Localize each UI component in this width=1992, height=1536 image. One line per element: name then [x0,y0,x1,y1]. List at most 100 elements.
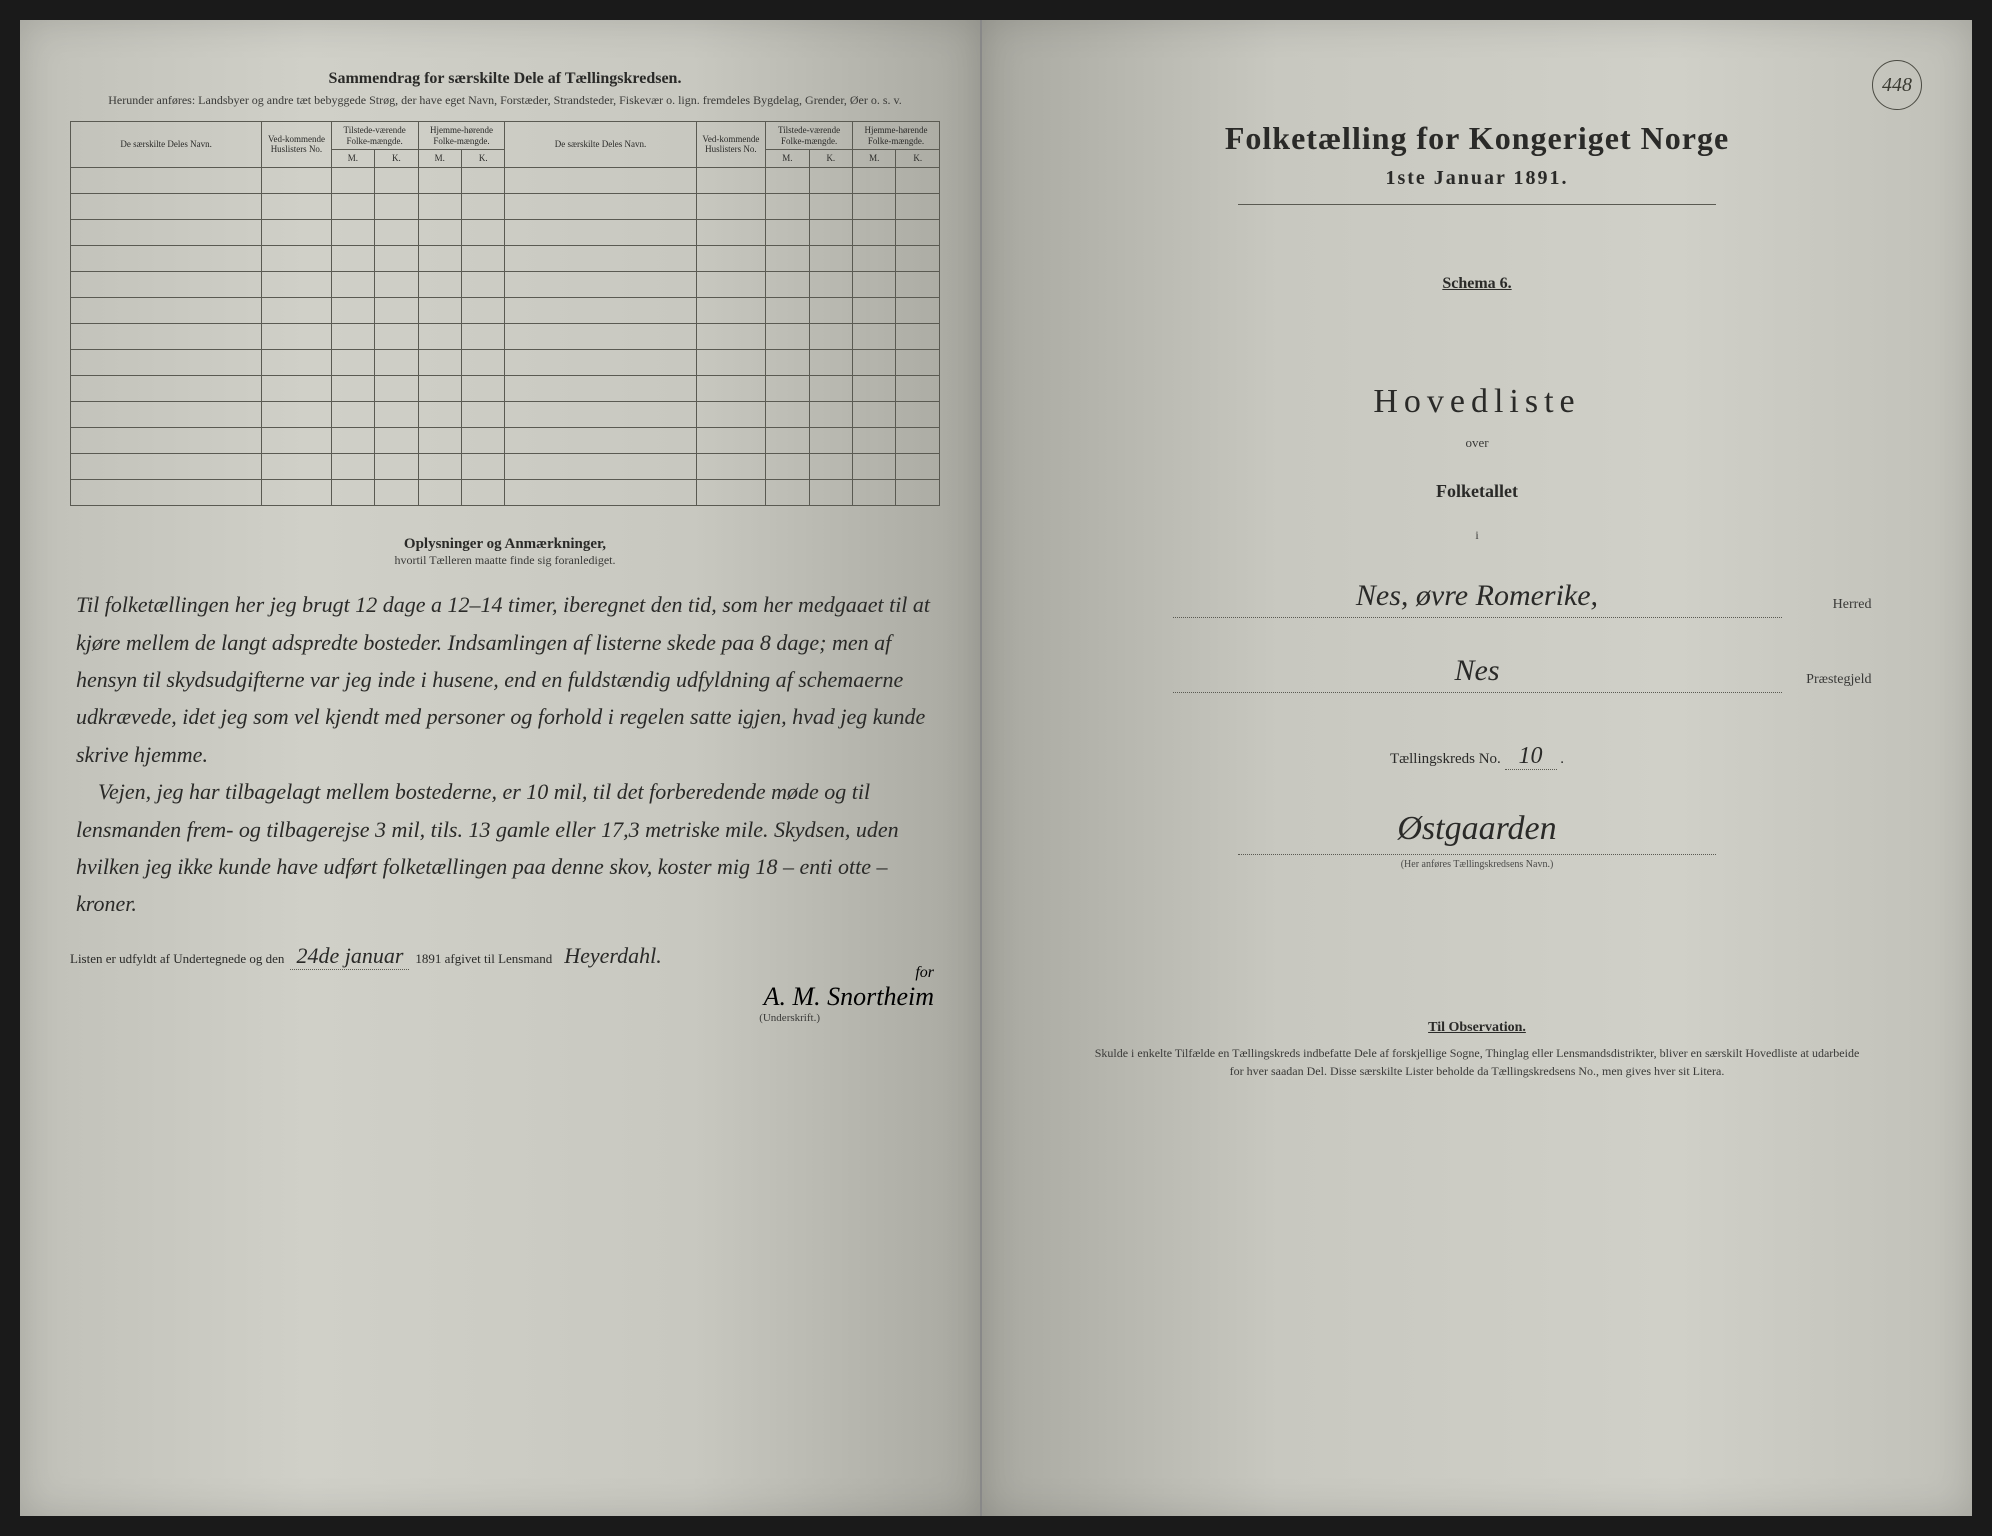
table-cell [896,194,940,220]
kredsname-line: Østgaarden [1238,810,1717,855]
table-cell [331,428,374,454]
table-row [71,428,940,454]
table-cell [262,454,332,480]
th-hjemme-1: Hjemme-hørende Folke-mængde. [418,121,505,150]
table-cell [462,194,505,220]
table-cell [809,376,852,402]
table-cell [696,220,766,246]
right-page: 448 Folketælling for Kongeriget Norge 1s… [982,20,1972,1516]
table-cell [696,402,766,428]
table-cell [418,402,461,428]
obs-body: Skulde i enkelte Tilfælde en Tællingskre… [1042,1044,1912,1080]
table-cell [375,402,418,428]
table-cell [462,480,505,506]
table-cell [809,272,852,298]
table-row [71,194,940,220]
table-cell [418,168,461,194]
table-cell [853,480,896,506]
table-cell [71,220,262,246]
table-cell [262,350,332,376]
table-cell [375,454,418,480]
table-cell [262,246,332,272]
over-label: over [1042,435,1912,451]
signature-hw: A. M. Snortheim [758,982,940,1011]
book-spread: Sammendrag for særskilte Dele af Tælling… [20,20,1972,1516]
table-cell [809,194,852,220]
table-cell [375,350,418,376]
table-cell [462,376,505,402]
th-k: K. [375,150,418,168]
table-cell [418,454,461,480]
oplys-sub: hvortil Tælleren maatte finde sig foranl… [70,553,940,568]
table-cell [809,298,852,324]
table-cell [853,324,896,350]
table-cell [331,272,374,298]
table-cell [809,480,852,506]
table-cell [853,402,896,428]
table-cell [696,350,766,376]
left-section-sub: Herunder anføres: Landsbyer og andre tæt… [70,92,940,109]
signature-block: for A. M. Snortheim [70,964,940,1012]
kreds-line: Tællingskreds No. 10 . [1042,743,1912,770]
table-cell [809,220,852,246]
oplys-handwritten-body: Til folketællingen her jeg brugt 12 dage… [70,586,940,923]
table-cell [71,350,262,376]
table-cell [896,298,940,324]
census-table-body [71,168,940,506]
table-cell [71,376,262,402]
table-cell [505,376,696,402]
table-cell [766,350,809,376]
table-cell [331,168,374,194]
oplysninger-block: Oplysninger og Anmærkninger, hvortil Tæl… [70,536,940,1024]
table-cell [766,324,809,350]
th-name-2: De særskilte Deles Navn. [505,121,696,167]
table-cell [462,272,505,298]
table-cell [505,272,696,298]
table-row [71,246,940,272]
table-row [71,220,940,246]
table-cell [853,168,896,194]
kreds-label-pre: Tællingskreds No. [1390,751,1501,767]
table-cell [696,272,766,298]
th-tilstede-2: Tilstede-værende Folke-mængde. [766,121,853,150]
th-m: M. [331,150,374,168]
table-cell [375,376,418,402]
table-cell [766,168,809,194]
table-cell [696,428,766,454]
table-cell [809,454,852,480]
table-cell [71,480,262,506]
praeste-hw: Nes [1173,654,1782,688]
th-m: M. [766,150,809,168]
table-row [71,298,940,324]
table-cell [462,246,505,272]
table-cell [331,402,374,428]
table-cell [696,324,766,350]
th-k: K. [896,150,940,168]
table-cell [505,350,696,376]
table-cell [262,298,332,324]
table-cell [696,246,766,272]
table-cell [896,246,940,272]
table-cell [71,168,262,194]
table-cell [331,480,374,506]
obs-title: Til Observation. [1042,1020,1912,1036]
table-cell [896,454,940,480]
table-cell [809,350,852,376]
table-cell [262,324,332,350]
table-cell [331,324,374,350]
th-hus-1: Ved-kommende Huslisters No. [262,121,332,167]
table-cell [262,428,332,454]
table-cell [809,428,852,454]
table-cell [262,272,332,298]
i-label: i [1042,528,1912,543]
table-cell [766,220,809,246]
district-lines: Nes, øvre Romerike, Herred Nes Præstegje… [1173,579,1782,693]
table-cell [418,220,461,246]
table-cell [375,246,418,272]
table-cell [462,168,505,194]
table-cell [696,194,766,220]
table-cell [505,480,696,506]
table-cell [896,272,940,298]
table-row [71,454,940,480]
table-cell [853,350,896,376]
